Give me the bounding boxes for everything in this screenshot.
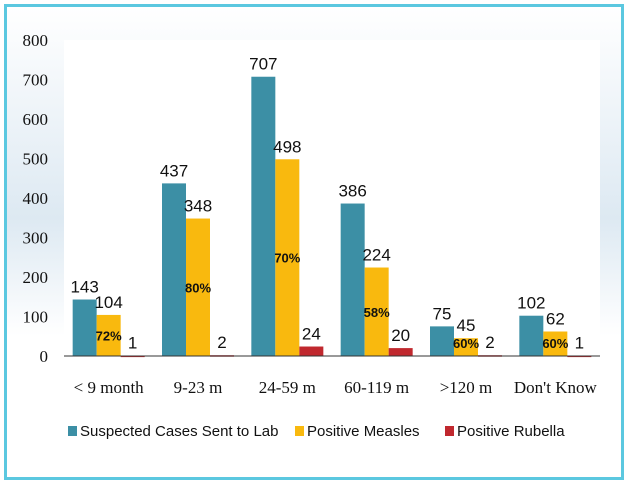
data-label: 1 xyxy=(575,334,584,353)
y-tick-label: 300 xyxy=(23,229,49,248)
y-tick-label: 200 xyxy=(23,268,49,287)
data-label: 224 xyxy=(362,246,390,265)
data-label: 75 xyxy=(433,304,452,323)
bar xyxy=(388,348,413,356)
x-tick-label: < 9 month xyxy=(74,378,145,397)
data-label: 386 xyxy=(338,182,366,201)
bar xyxy=(251,76,276,357)
plot-area xyxy=(64,40,600,356)
legend-swatch xyxy=(68,426,77,436)
data-label: 437 xyxy=(160,161,188,180)
y-tick-label: 500 xyxy=(23,150,49,169)
y-tick-label: 400 xyxy=(23,189,49,208)
bar xyxy=(430,326,454,356)
bar xyxy=(364,267,389,356)
y-tick-label: 100 xyxy=(23,308,49,327)
data-label: 45 xyxy=(457,316,476,335)
bar xyxy=(519,315,544,356)
percent-annotation: 60% xyxy=(542,336,568,351)
legend-label: Suspected Cases Sent to Lab xyxy=(80,423,278,440)
data-label: 102 xyxy=(517,294,545,313)
bar xyxy=(340,203,365,356)
bar xyxy=(186,218,210,356)
bar xyxy=(275,159,300,356)
x-tick-label: 24-59 m xyxy=(259,378,316,397)
bar xyxy=(543,331,568,356)
data-label: 348 xyxy=(184,197,212,216)
bar xyxy=(162,183,186,356)
data-label: 62 xyxy=(546,310,565,329)
percent-annotation: 60% xyxy=(453,336,479,351)
y-tick-label: 0 xyxy=(40,347,49,366)
x-tick-label: Don't Know xyxy=(514,378,598,397)
legend-swatch xyxy=(295,426,304,436)
percent-annotation: 58% xyxy=(364,305,390,320)
legend-label: Positive Rubella xyxy=(457,423,565,440)
data-label: 2 xyxy=(485,333,494,352)
bar xyxy=(72,299,97,356)
percent-annotation: 70% xyxy=(274,251,300,266)
percent-annotation: 80% xyxy=(185,280,211,295)
data-label: 24 xyxy=(302,325,321,344)
data-label: 143 xyxy=(70,278,98,297)
x-tick-label: >120 m xyxy=(440,378,493,397)
legend-swatch xyxy=(445,426,454,436)
data-label: 2 xyxy=(217,333,226,352)
data-label: 104 xyxy=(94,293,122,312)
y-tick-label: 700 xyxy=(23,71,49,90)
data-label: 498 xyxy=(273,137,301,156)
y-tick-label: 600 xyxy=(23,110,49,129)
bar xyxy=(454,338,478,356)
x-tick-label: 60-119 m xyxy=(344,378,409,397)
y-tick-label: 800 xyxy=(23,31,49,50)
x-tick-label: 9-23 m xyxy=(174,378,223,397)
bar xyxy=(96,314,121,356)
data-label: 1 xyxy=(128,334,137,353)
legend-label: Positive Measles xyxy=(307,423,420,440)
percent-annotation: 72% xyxy=(96,328,122,343)
data-label: 707 xyxy=(249,55,277,74)
data-label: 20 xyxy=(391,326,410,345)
bar xyxy=(299,346,324,356)
